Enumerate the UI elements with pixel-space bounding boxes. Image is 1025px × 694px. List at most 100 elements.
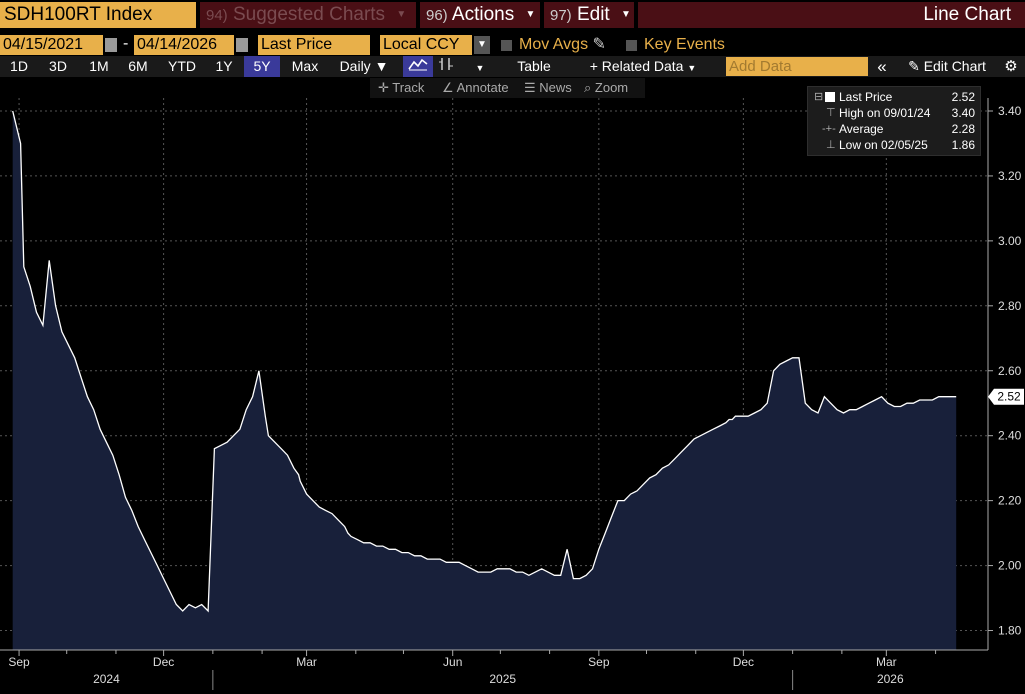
x-tick-label: Dec xyxy=(733,655,754,669)
menu-number: 96) xyxy=(426,7,448,25)
low-marker-icon: ⊥ xyxy=(826,139,836,151)
pencil-icon[interactable]: ✎ xyxy=(592,36,606,53)
y-tick-label: 2.20 xyxy=(998,494,1022,508)
edit-menu[interactable]: 97) Edit ▼ xyxy=(544,2,634,28)
date-separator: - xyxy=(123,35,129,52)
y-tick-label: 1.80 xyxy=(998,624,1022,638)
news-tool[interactable]: ☰ News xyxy=(524,80,572,95)
gear-icon[interactable]: ⚙ xyxy=(1004,58,1018,75)
frequency-select[interactable]: Daily ▼ xyxy=(339,58,389,74)
caret-down-icon: ▼ xyxy=(687,63,697,73)
track-tool[interactable]: ✛ Track xyxy=(378,80,425,95)
y-tick-label: 3.40 xyxy=(998,104,1022,118)
start-date-value: 04/15/2021 xyxy=(3,36,84,53)
key-events-checkbox[interactable] xyxy=(626,40,637,51)
line-chart-icon[interactable] xyxy=(403,56,433,77)
pencil-icon: ✎ xyxy=(908,58,920,74)
calendar-icon[interactable] xyxy=(236,38,248,52)
ticker-field[interactable]: SDH100RT Index xyxy=(0,2,196,28)
calendar-icon[interactable] xyxy=(105,38,117,52)
end-date-input[interactable]: 04/14/2026 xyxy=(134,35,234,55)
legend-last-price: ⊟ Last Price 2.52 xyxy=(814,90,975,104)
period-1y[interactable]: 1Y xyxy=(215,58,233,74)
currency-dropdown-icon[interactable]: ▼ xyxy=(474,36,490,54)
chart-type-label: Line Chart xyxy=(923,4,1011,25)
menu-number: 94) xyxy=(206,7,228,25)
line-swatch xyxy=(825,92,835,102)
chart-type-dropdown-icon[interactable]: ▼ xyxy=(475,63,485,73)
related-data-label: + Related Data xyxy=(589,58,684,74)
menu-label: Edit xyxy=(576,4,610,26)
period-max[interactable]: Max xyxy=(291,58,319,74)
legend-low: ⊥ Low on 02/05/25 1.86 xyxy=(826,138,975,152)
menu-label: Actions xyxy=(451,4,515,26)
table-button[interactable]: Table xyxy=(517,58,551,74)
collapse-icon[interactable]: « xyxy=(877,57,887,76)
actions-menu[interactable]: 96) Actions ▼ xyxy=(420,2,540,28)
last-price-tag xyxy=(988,388,1024,405)
period-1m[interactable]: 1M xyxy=(89,58,109,74)
year-label: 2025 xyxy=(489,672,516,686)
toolbar: 1D 3D 1M 6M YTD 1Y 5Y Max Daily ▼ ▼ Tabl… xyxy=(0,56,1025,77)
period-1d[interactable]: 1D xyxy=(10,58,28,74)
candlestick-icon[interactable] xyxy=(434,56,458,77)
y-tick-label: 3.20 xyxy=(998,169,1022,183)
year-label: 2024 xyxy=(93,672,120,686)
currency-value: Local CCY xyxy=(383,36,460,53)
caret-down-icon: ▼ xyxy=(621,9,631,20)
controls-bar: 04/15/2021 - 04/14/2026 Last Price Local… xyxy=(0,33,1025,55)
y-tick-label: 2.40 xyxy=(998,429,1022,443)
x-tick-label: Mar xyxy=(876,655,897,669)
average-marker-icon: -+- xyxy=(822,123,836,135)
edit-chart-button[interactable]: ✎ Edit Chart xyxy=(898,56,996,77)
annotate-icon: ∠ xyxy=(442,80,454,95)
zoom-tool[interactable]: ⌕ Zoom xyxy=(584,80,629,95)
mov-avgs-label: Mov Avgs ✎ xyxy=(519,36,606,53)
end-date-value: 04/14/2026 xyxy=(137,36,218,53)
high-marker-icon: ⊤ xyxy=(826,107,836,119)
collapse-square-icon[interactable]: ⊟ xyxy=(814,91,824,103)
field-value: Last Price xyxy=(261,36,333,53)
x-tick-label: Jun xyxy=(443,655,462,669)
price-area xyxy=(12,111,957,650)
add-data-input[interactable]: Add Data xyxy=(726,57,868,76)
menu-label: Suggested Charts xyxy=(232,4,386,26)
mov-avgs-checkbox[interactable] xyxy=(501,40,512,51)
x-tick-label: Dec xyxy=(153,655,174,669)
chart-type-title: Line Chart xyxy=(638,2,1025,28)
caret-down-icon: ▼ xyxy=(525,9,536,20)
related-data-menu[interactable]: + Related Data ▼ xyxy=(578,56,708,77)
period-ytd[interactable]: YTD xyxy=(168,58,196,74)
price-line xyxy=(12,110,957,613)
period-3d[interactable]: 3D xyxy=(49,58,67,74)
title-bar: SDH100RT Index 94) Suggested Charts ▼ 96… xyxy=(0,0,1025,30)
news-icon: ☰ xyxy=(524,80,536,95)
chart-tools: ✛ Track ∠ Annotate ☰ News ⌕ Zoom xyxy=(370,78,645,98)
last-price-label: 2.52 xyxy=(997,390,1021,404)
legend-high: ⊤ High on 09/01/24 3.40 xyxy=(826,106,975,120)
x-tick-label: Mar xyxy=(296,655,317,669)
currency-select[interactable]: Local CCY xyxy=(380,35,472,55)
suggested-charts-menu[interactable]: 94) Suggested Charts ▼ xyxy=(200,2,416,28)
field-select[interactable]: Last Price xyxy=(258,35,370,55)
y-tick-label: 2.00 xyxy=(998,559,1022,573)
key-events-label: Key Events xyxy=(644,36,725,53)
start-date-input[interactable]: 04/15/2021 xyxy=(0,35,103,55)
caret-down-icon: ▼ xyxy=(396,9,407,20)
x-tick-label: Sep xyxy=(588,655,610,669)
year-label: 2026 xyxy=(877,672,904,686)
magnifier-icon: ⌕ xyxy=(584,80,592,95)
x-tick-label: Sep xyxy=(8,655,30,669)
ticker-label: SDH100RT Index xyxy=(4,4,153,25)
chart-legend: ⊟ Last Price 2.52 ⊤ High on 09/01/24 3.4… xyxy=(807,86,981,156)
period-5y[interactable]: 5Y xyxy=(244,56,280,77)
y-tick-label: 3.00 xyxy=(998,234,1022,248)
legend-average: -+- Average 2.28 xyxy=(822,122,975,136)
menu-number: 97) xyxy=(550,7,572,25)
y-tick-label: 2.60 xyxy=(998,364,1022,378)
annotate-tool[interactable]: ∠ Annotate xyxy=(442,80,509,95)
crosshair-icon: ✛ xyxy=(378,80,389,95)
period-6m[interactable]: 6M xyxy=(128,58,148,74)
y-tick-label: 2.80 xyxy=(998,299,1022,313)
price-chart[interactable]: 1.80 2.00 2.20 2.40 2.60 2.80 3.00 3.20 3.40 Sep D… xyxy=(0,98,1025,694)
